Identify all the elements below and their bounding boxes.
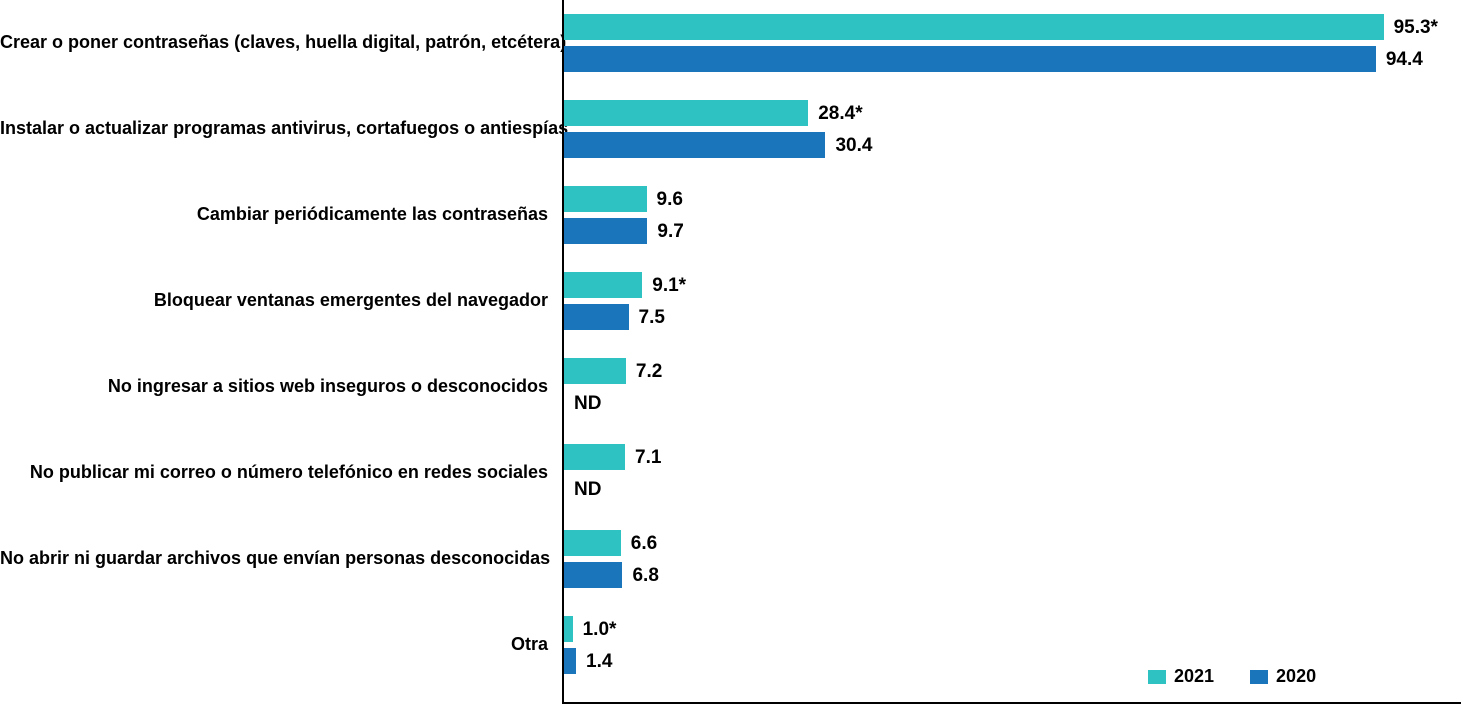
category-label: No publicar mi correo o número telefónic…: [0, 462, 548, 483]
value-label-s2020: 94.4: [1386, 49, 1423, 71]
bar-s2020: [564, 648, 576, 674]
value-label-s2021: 7.1: [635, 447, 661, 469]
legend-item-s2020: 2020: [1250, 666, 1316, 687]
bar-s2020: [564, 46, 1376, 72]
value-label-s2021: 7.2: [636, 361, 662, 383]
bar-s2021: [564, 530, 621, 556]
bar-s2021: [564, 358, 626, 384]
legend-label-s2021: 2021: [1174, 666, 1214, 687]
x-axis-line: [562, 702, 1461, 704]
bar-s2020: [564, 304, 629, 330]
value-label-s2020: ND: [574, 393, 601, 415]
value-label-s2021: 9.6: [657, 189, 683, 211]
value-label-s2020: 30.4: [835, 135, 872, 157]
category-label: Instalar o actualizar programas antiviru…: [0, 118, 548, 139]
legend-label-s2020: 2020: [1276, 666, 1316, 687]
value-label-s2021: 9.1*: [652, 275, 686, 297]
bar-s2021: [564, 616, 573, 642]
bar-s2021: [564, 444, 625, 470]
bar-s2021: [564, 14, 1384, 40]
value-label-s2020: 9.7: [657, 221, 683, 243]
category-label: Otra: [0, 634, 548, 655]
value-label-s2021: 95.3*: [1394, 17, 1438, 39]
value-label-s2020: 7.5: [639, 307, 665, 329]
value-label-s2021: 6.6: [631, 533, 657, 555]
category-label: No ingresar a sitios web inseguros o des…: [0, 376, 548, 397]
grouped-horizontal-bar-chart: Crear o poner contraseñas (claves, huell…: [0, 0, 1461, 721]
bar-s2020: [564, 562, 622, 588]
bar-s2021: [564, 272, 642, 298]
value-label-s2020: 6.8: [632, 565, 658, 587]
bar-s2021: [564, 186, 647, 212]
value-label-s2020: 1.4: [586, 651, 612, 673]
category-label: No abrir ni guardar archivos que envían …: [0, 548, 548, 569]
legend-item-s2021: 2021: [1148, 666, 1214, 687]
value-label-s2021: 1.0*: [583, 619, 617, 641]
legend-swatch-s2020: [1250, 670, 1268, 684]
bar-s2020: [564, 218, 647, 244]
bar-s2020: [564, 132, 825, 158]
category-label: Crear o poner contraseñas (claves, huell…: [0, 32, 548, 53]
category-label: Bloquear ventanas emergentes del navegad…: [0, 290, 548, 311]
legend-swatch-s2021: [1148, 670, 1166, 684]
bar-s2021: [564, 100, 808, 126]
legend: 2021 2020: [1148, 666, 1316, 687]
category-label: Cambiar periódicamente las contraseñas: [0, 204, 548, 225]
value-label-s2020: ND: [574, 479, 601, 501]
value-label-s2021: 28.4*: [818, 103, 862, 125]
